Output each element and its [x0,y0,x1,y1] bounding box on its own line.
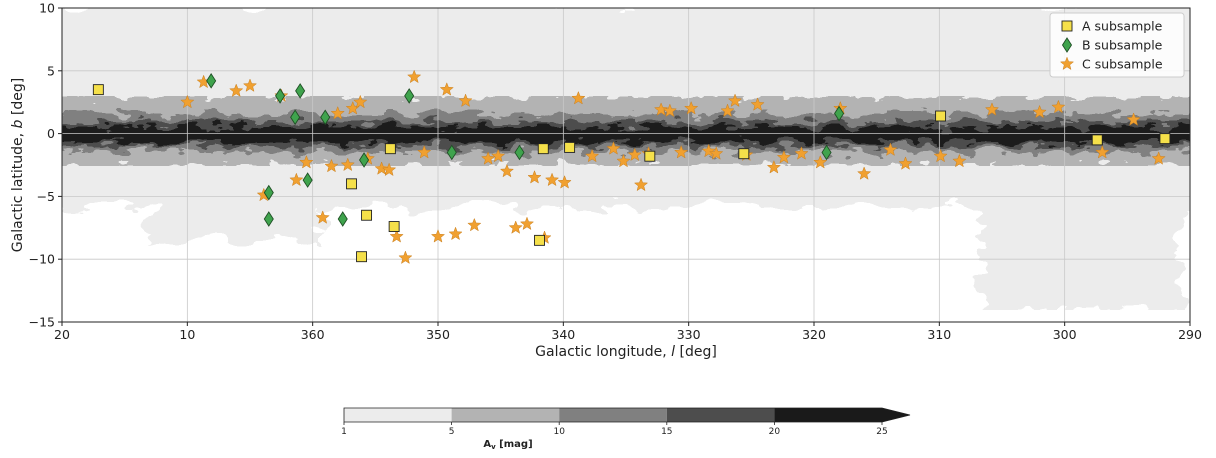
data-point [565,142,575,152]
data-point [739,149,749,159]
data-point [1092,135,1102,145]
y-tick-label: −10 [29,252,55,267]
x-tick-label: 350 [426,327,450,342]
data-point [357,252,367,262]
data-point [645,151,655,161]
legend: A subsample B subsample C subsample [1050,13,1184,77]
dust-level-1-blob-b [150,200,320,240]
x-tick-label: 290 [1178,327,1202,342]
dust-level-1-blob-a [980,200,1180,310]
data-point [538,144,548,154]
x-tick-label: 310 [927,327,951,342]
x-tick-label: 20 [54,327,70,342]
legend-entry: B subsample [1082,38,1163,53]
colorbar-tick-label: 15 [661,427,672,437]
colorbar-label: Av [mag] [483,439,532,451]
legend-entry: A subsample [1082,19,1163,34]
y-tick-label: −15 [29,315,55,330]
y-tick-label: −5 [37,189,55,204]
colorbar-segment [344,408,452,422]
colorbar-tick-label: 1 [341,427,347,437]
colorbar-segment [559,408,667,422]
data-point [535,235,545,245]
dust-level-1-upper [40,0,1210,68]
colorbar-tick-label: 25 [876,427,887,437]
colorbar-segment [452,408,560,422]
legend-entry: C subsample [1082,57,1163,72]
colorbar: 1 5 10 15 20 25 [341,408,910,437]
data-point [93,85,103,95]
data-point [389,222,399,232]
data-point [1160,134,1170,144]
y-axis-ticks: 10 5 0 −5 −10 −15 [29,1,62,330]
colorbar-tick-label: 5 [449,427,455,437]
y-tick-label: 10 [39,1,55,16]
y-axis-label: Galactic latitude, b [deg] [10,78,26,252]
data-point [362,210,372,220]
data-point [936,111,946,121]
x-tick-label: 320 [802,327,826,342]
x-tick-label: 330 [677,327,701,342]
y-tick-label: 0 [47,126,55,141]
x-tick-label: 300 [1053,327,1077,342]
x-tick-label: 10 [179,327,195,342]
colorbar-tick-label: 10 [553,427,565,437]
x-tick-label: 360 [301,327,325,342]
x-tick-label: 340 [551,327,575,342]
y-tick-label: 5 [47,63,55,78]
legend-marker [1062,21,1072,31]
colorbar-segment [667,408,775,422]
colorbar-tick-label: 20 [769,427,781,437]
dust-level-5 [50,127,1200,142]
x-axis-label: Galactic longitude, l [deg] [535,344,717,360]
x-axis-ticks: 20 10 360 350 340 330 320 310 300 290 [54,322,1202,342]
data-point [385,144,395,154]
data-point [347,179,357,189]
